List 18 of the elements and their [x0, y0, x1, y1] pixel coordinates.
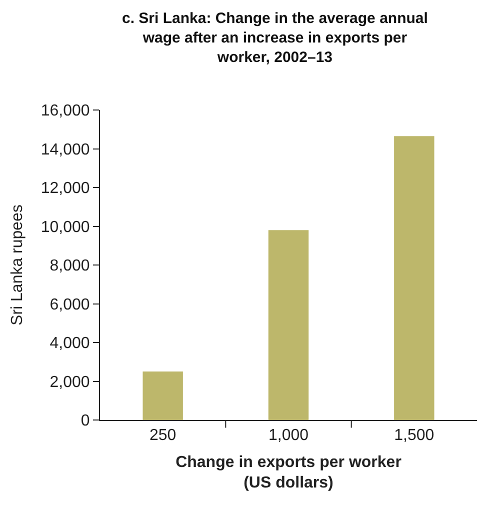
x-axis-title: Change in exports per worker (US dollars) [176, 454, 402, 492]
x-tick-label: 1,000 [268, 427, 309, 444]
y-tick-label: 4,000 [50, 335, 90, 352]
y-tick-label: 2,000 [50, 374, 90, 391]
y-tick-label: 0 [80, 412, 90, 430]
y-tick-label: 12,000 [40, 180, 90, 198]
y-tick-label: 6,000 [50, 296, 90, 314]
bar [394, 136, 434, 420]
y-tick-label: 10,000 [40, 218, 90, 236]
y-axis-title: Sri Lanka rupees [8, 204, 26, 326]
x-tick-label: 250 [149, 427, 176, 444]
bar [268, 230, 309, 420]
x-tick-label: 1,500 [394, 427, 434, 444]
chart-title: c. Sri Lanka: Change in the average annual wage after an increase in exports per worker, 2002–13 [122, 10, 428, 66]
y-tick-label: 8,000 [50, 258, 90, 275]
y-tick-label: 16,000 [40, 102, 90, 120]
y-tick-label: 14,000 [40, 141, 90, 158]
bar [142, 372, 183, 420]
